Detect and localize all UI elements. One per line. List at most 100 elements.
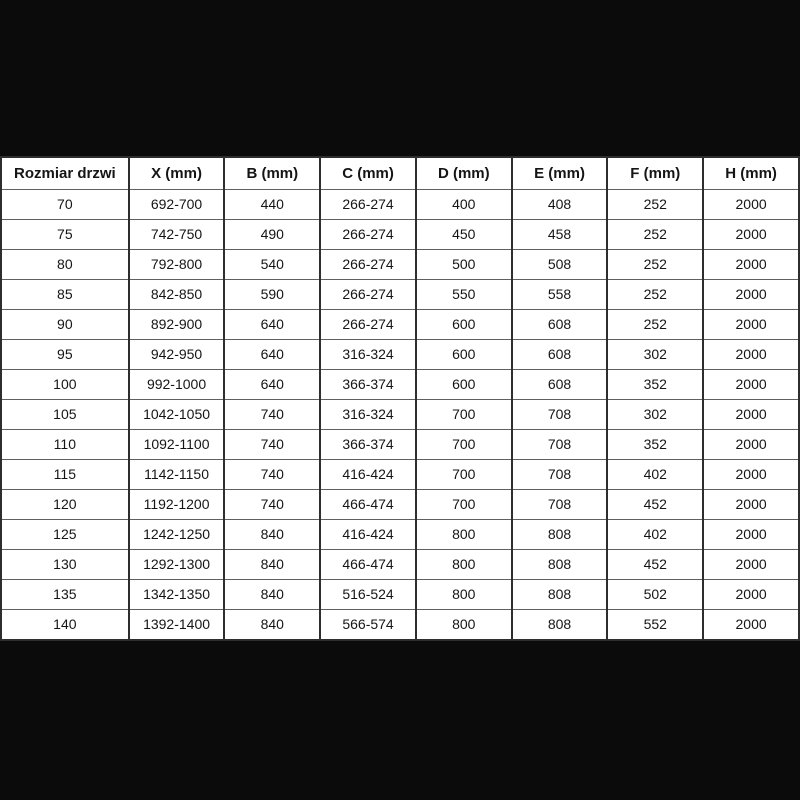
table-row: 105 1042-1050 740 316-324 700 708 302 2000 xyxy=(0,398,800,430)
table-cell: 316-324 xyxy=(319,338,417,370)
table-cell: 708 xyxy=(510,428,609,460)
column-header: E (mm) xyxy=(510,156,609,190)
table-cell: 2000 xyxy=(702,248,800,280)
table-row: 115 1142-1150 740 416-424 700 708 402 2000 xyxy=(0,458,800,490)
table-cell: 110 xyxy=(0,428,130,460)
table-cell: 508 xyxy=(510,248,609,280)
table-cell: 352 xyxy=(606,368,705,400)
table-cell: 640 xyxy=(223,308,322,340)
column-header: C (mm) xyxy=(319,156,417,190)
table-cell: 440 xyxy=(223,189,322,220)
table-cell: 95 xyxy=(0,338,130,370)
table-cell: 352 xyxy=(606,428,705,460)
table-row: 90 892-900 640 266-274 600 608 252 2000 xyxy=(0,308,800,340)
table-cell: 490 xyxy=(223,218,322,250)
table-header-row: Rozmiar drzwi X (mm) B (mm) C (mm) D (mm) E (… xyxy=(0,156,800,190)
table-cell: 2000 xyxy=(702,548,800,580)
table-cell: 366-374 xyxy=(319,368,417,400)
table-cell: 1292-1300 xyxy=(127,548,226,580)
table-cell: 740 xyxy=(223,458,322,490)
column-header: F (mm) xyxy=(606,156,705,190)
table-cell: 252 xyxy=(606,218,705,250)
table-cell: 742-750 xyxy=(127,218,226,250)
table-cell: 252 xyxy=(606,308,705,340)
table-row: 85 842-850 590 266-274 550 558 252 2000 xyxy=(0,278,800,310)
table-cell: 992-1000 xyxy=(127,368,226,400)
table-cell: 2000 xyxy=(702,278,800,310)
table-cell: 608 xyxy=(510,338,609,370)
table-cell: 892-900 xyxy=(127,308,226,340)
table-cell: 566-574 xyxy=(319,608,417,641)
table-cell: 692-700 xyxy=(127,189,226,220)
table-cell: 80 xyxy=(0,248,130,280)
table-body: 70 692-700 440 266-274 400 408 252 2000 75 742-75… xyxy=(0,189,800,641)
table-cell: 808 xyxy=(510,518,609,550)
table-cell: 408 xyxy=(510,189,609,220)
table-cell: 808 xyxy=(510,608,609,641)
table-cell: 266-274 xyxy=(319,308,417,340)
table-cell: 2000 xyxy=(702,578,800,610)
table-row: 110 1092-1100 740 366-374 700 708 352 2000 xyxy=(0,428,800,460)
table-cell: 590 xyxy=(223,278,322,310)
table-cell: 125 xyxy=(0,518,130,550)
table-cell: 416-424 xyxy=(319,518,417,550)
table-cell: 942-950 xyxy=(127,338,226,370)
table-cell: 640 xyxy=(223,368,322,400)
table-cell: 740 xyxy=(223,398,322,430)
table-cell: 740 xyxy=(223,428,322,460)
table-cell: 416-424 xyxy=(319,458,417,490)
table-cell: 700 xyxy=(414,458,513,490)
table-cell: 700 xyxy=(414,398,513,430)
table-cell: 466-474 xyxy=(319,548,417,580)
table-cell: 1092-1100 xyxy=(127,428,226,460)
table-cell: 608 xyxy=(510,308,609,340)
table-cell: 840 xyxy=(223,548,322,580)
table-cell: 516-524 xyxy=(319,578,417,610)
table-cell: 252 xyxy=(606,248,705,280)
table-row: 70 692-700 440 266-274 400 408 252 2000 xyxy=(0,189,800,220)
table-cell: 266-274 xyxy=(319,189,417,220)
column-header: Rozmiar drzwi xyxy=(0,156,130,190)
table-cell: 708 xyxy=(510,488,609,520)
table-cell: 452 xyxy=(606,548,705,580)
table-cell: 700 xyxy=(414,488,513,520)
table-cell: 450 xyxy=(414,218,513,250)
table-cell: 1142-1150 xyxy=(127,458,226,490)
table-row: 125 1242-1250 840 416-424 800 808 402 2000 xyxy=(0,518,800,550)
table-cell: 100 xyxy=(0,368,130,400)
table-cell: 1242-1250 xyxy=(127,518,226,550)
column-header: H (mm) xyxy=(702,156,800,190)
table-cell: 105 xyxy=(0,398,130,430)
table-cell: 2000 xyxy=(702,458,800,490)
table-cell: 800 xyxy=(414,578,513,610)
table-row: 120 1192-1200 740 466-474 700 708 452 2000 xyxy=(0,488,800,520)
table-cell: 1192-1200 xyxy=(127,488,226,520)
table-cell: 840 xyxy=(223,518,322,550)
table-cell: 2000 xyxy=(702,368,800,400)
table-cell: 316-324 xyxy=(319,398,417,430)
table-cell: 2000 xyxy=(702,398,800,430)
table-cell: 85 xyxy=(0,278,130,310)
table-cell: 466-474 xyxy=(319,488,417,520)
table-cell: 540 xyxy=(223,248,322,280)
table-row: 135 1342-1350 840 516-524 800 808 502 2000 xyxy=(0,578,800,610)
table-cell: 558 xyxy=(510,278,609,310)
table-cell: 2000 xyxy=(702,428,800,460)
table-cell: 140 xyxy=(0,608,130,641)
table-row: 100 992-1000 640 366-374 600 608 352 2000 xyxy=(0,368,800,400)
table-cell: 800 xyxy=(414,518,513,550)
table-cell: 90 xyxy=(0,308,130,340)
table-cell: 1342-1350 xyxy=(127,578,226,610)
table-cell: 840 xyxy=(223,608,322,641)
table-cell: 302 xyxy=(606,338,705,370)
table-cell: 135 xyxy=(0,578,130,610)
table-cell: 842-850 xyxy=(127,278,226,310)
table-cell: 120 xyxy=(0,488,130,520)
table-cell: 2000 xyxy=(702,308,800,340)
table-cell: 252 xyxy=(606,278,705,310)
table-cell: 70 xyxy=(0,189,130,220)
table-row: 130 1292-1300 840 466-474 800 808 452 2000 xyxy=(0,548,800,580)
table-cell: 2000 xyxy=(702,218,800,250)
table-cell: 75 xyxy=(0,218,130,250)
table-cell: 840 xyxy=(223,578,322,610)
